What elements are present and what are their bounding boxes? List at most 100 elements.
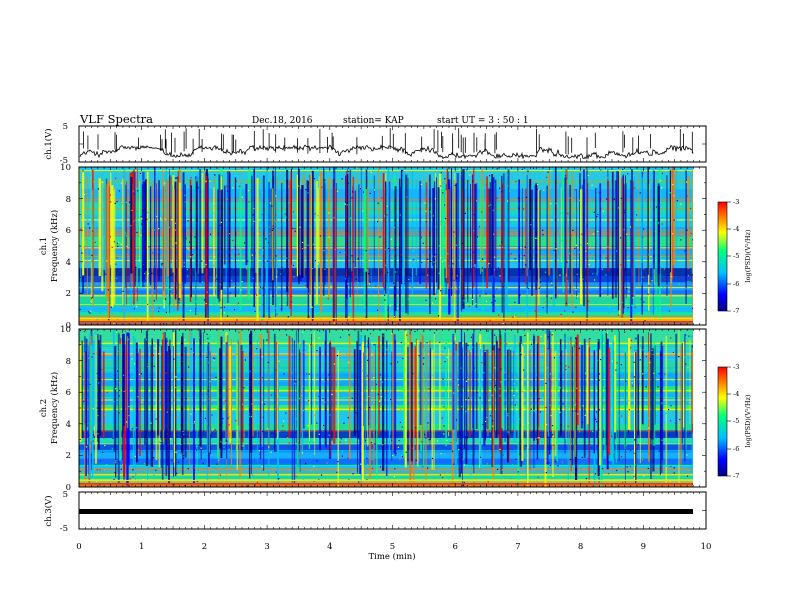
spectrogram-pixel <box>88 434 90 436</box>
spectrogram-pixel <box>349 388 351 390</box>
spectrogram-pixel <box>265 469 267 472</box>
spectrogram-pixel <box>166 411 168 413</box>
spectrogram-streak <box>400 169 404 284</box>
spectrogram-pixel <box>323 331 325 333</box>
spectrogram-pixel <box>424 397 426 399</box>
spectrogram-pixel <box>651 349 653 351</box>
spectrogram-pixel <box>476 236 478 238</box>
spectrogram-pixel <box>106 424 108 426</box>
spectrogram-pixel <box>525 264 527 266</box>
spectrogram-pixel <box>111 374 113 376</box>
colorbar-2-tick: -7 <box>733 472 739 480</box>
spectrogram-pixel <box>514 258 516 260</box>
spectrogram-pixel <box>494 300 496 302</box>
spectrogram-pixel <box>262 214 264 216</box>
spectrogram-streak <box>651 348 654 440</box>
spectrogram-pixel <box>88 444 91 447</box>
spectrogram-pixel <box>91 356 93 358</box>
spectrogram-pixel <box>586 224 588 226</box>
ch3-ytick-top: 5 <box>63 490 68 500</box>
spectrogram-pixel <box>230 248 232 250</box>
spectrogram-pixel <box>473 214 475 216</box>
spectrogram-pixel <box>214 256 216 258</box>
spectrogram-pixel <box>578 167 580 169</box>
spectrogram-pixel <box>85 238 87 240</box>
spectrogram-pixel <box>149 472 151 474</box>
spectrogram-pixel <box>633 475 635 478</box>
spectrogram-pixel <box>257 233 259 235</box>
spectrogram-pixel <box>195 280 197 282</box>
spectrogram-streak <box>307 181 309 319</box>
spectrogram-pixel <box>542 307 544 309</box>
spectrogram-streak <box>135 342 138 463</box>
spectrogram-pixel <box>485 300 488 303</box>
spectrogram-pixel <box>471 452 473 454</box>
spectrogram-pixel <box>325 240 327 242</box>
spectrogram-streak <box>612 341 615 468</box>
spectrogram-streak <box>182 172 185 321</box>
spectrogram-pixel <box>198 337 200 339</box>
spectrogram-streak <box>217 189 219 299</box>
spectrogram-pixel <box>581 421 584 423</box>
spectrogram-pixel <box>613 198 615 200</box>
spectrogram-line <box>79 356 693 359</box>
spectrogram-pixel <box>205 303 207 305</box>
spectrogram-pixel <box>592 233 595 235</box>
spectrogram-streak <box>576 334 579 426</box>
spectrogram-pixel <box>550 415 552 417</box>
spectrogram-pixel <box>306 378 309 380</box>
spectrogram-pixel <box>278 360 280 362</box>
spectrogram-pixel <box>233 339 235 341</box>
spectrogram-streak <box>273 333 276 452</box>
spectrogram-pixel <box>80 399 83 401</box>
spectrogram-pixel <box>96 407 99 409</box>
spectrogram-pixel <box>607 246 609 248</box>
spectrogram-pixel <box>195 300 197 302</box>
spectrogram-streak <box>268 182 270 320</box>
spectrogram-pixel <box>165 215 167 217</box>
spectrogram-pixel <box>504 371 506 374</box>
spectrogram-pixel <box>365 317 367 319</box>
spectrogram-pixel <box>649 265 651 267</box>
spectrogram-streak <box>564 333 566 454</box>
spectrogram-pixel <box>261 466 263 468</box>
spectrogram-pixel <box>158 353 160 355</box>
spectrogram-pixel <box>570 443 573 445</box>
spectrogram-streak <box>472 174 473 305</box>
spectrogram-streak <box>394 186 397 311</box>
spectrogram-pixel <box>528 287 530 290</box>
spectrogram-pixel <box>544 271 547 273</box>
spectrogram-pixel <box>323 290 325 292</box>
spectrogram-streak <box>162 332 164 430</box>
spectrogram-streak <box>111 185 114 308</box>
spectrogram-pixel <box>137 190 139 192</box>
spectrogram-pixel <box>299 443 301 445</box>
spectrogram-pixel <box>628 238 630 240</box>
spectrogram-streak <box>552 332 554 477</box>
spectrogram-pixel <box>233 309 236 311</box>
spectrogram-pixel <box>387 248 389 250</box>
spectrogram-pixel <box>371 354 373 356</box>
spectrogram-pixel <box>301 452 303 454</box>
spectrogram-pixel <box>252 363 254 365</box>
spectrogram-streak <box>566 179 568 277</box>
spectrogram-pixel <box>620 364 622 366</box>
spectrogram-streak <box>234 177 237 298</box>
spectrogram-pixel <box>605 387 607 389</box>
spectrogram-pixel <box>417 282 419 285</box>
spectrogram-pixel <box>153 263 155 265</box>
spectrogram-pixel <box>499 395 501 397</box>
spectrogram-streak <box>547 340 549 432</box>
spectrogram-pixel <box>153 474 155 476</box>
spectrogram-pixel <box>212 428 214 430</box>
spectrogram-streak <box>675 333 678 437</box>
spectrogram-line <box>79 170 693 172</box>
spectrogram-pixel <box>227 417 229 419</box>
spectrogram-pixel <box>534 365 536 367</box>
spectrogram-streak <box>506 349 510 463</box>
spectrogram-pixel <box>386 205 388 207</box>
spectrogram-streak <box>601 331 603 482</box>
spectrogram-pixel <box>461 405 463 408</box>
spectrogram-pixel <box>385 348 387 350</box>
spectrogram-pixel <box>316 408 318 410</box>
